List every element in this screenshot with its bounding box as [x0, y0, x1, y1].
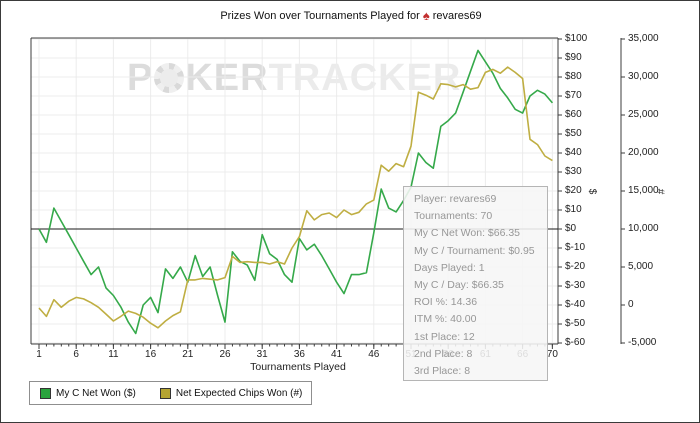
dollar-axis-title: $ — [586, 188, 598, 195]
legend: My C Net Won ($) Net Expected Chips Won … — [29, 381, 312, 405]
watermark-tracker: TRACKER — [268, 57, 462, 99]
chart-title-text: Prizes Won over Tournaments Played for — [220, 10, 420, 22]
tooltip-line: ITM %: 40.00 — [414, 313, 477, 326]
legend-item-expected-chips[interactable]: Net Expected Chips Won (#) — [159, 387, 303, 399]
net-won-swatch — [40, 387, 51, 399]
chart-title: Prizes Won over Tournaments Played for ♠ r… — [1, 8, 699, 23]
poker-chip-icon — [154, 63, 185, 93]
watermark-poker-ker: KER — [185, 57, 269, 99]
tooltip-line: Tournaments: 70 — [414, 210, 493, 223]
player-name: revares69 — [432, 10, 482, 22]
tooltip-line: ROI %: 14.36 — [414, 296, 478, 309]
tooltip-line: 3rd Place: 8 — [414, 365, 471, 378]
tooltip-line: Days Played: 1 — [414, 261, 485, 274]
expected-chips-swatch — [159, 387, 171, 399]
expected-chips-line[interactable] — [38, 66, 553, 329]
pokertracker-spade-icon: ♠ — [422, 8, 430, 23]
tooltip-line: My C / Day: $66.35 — [414, 279, 504, 292]
watermark-poker-p: P — [127, 57, 154, 99]
tooltip-line: 1st Place: 12 — [414, 330, 475, 343]
tooltip-line: My C / Tournament: $0.95 — [414, 244, 535, 257]
x-axis-title: Tournaments Played — [250, 361, 346, 373]
tooltip-line: 2nd Place: 8 — [414, 347, 473, 360]
stats-tooltip: Player: revares69 Tournaments: 70 My C Net… — [403, 186, 548, 381]
tooltip-line: My C Net Won: $66.35 — [414, 227, 521, 240]
chips-axis-title: # — [654, 188, 666, 195]
legend-item-net-won[interactable]: My C Net Won ($) — [40, 387, 136, 399]
legend-label-expected-chips: Net Expected Chips Won (#) — [175, 387, 303, 399]
legend-label-net-won: My C Net Won ($) — [56, 387, 136, 399]
pokertracker-watermark: P KERTRACKER — [127, 57, 461, 100]
tooltip-line: Player: revares69 — [414, 193, 497, 205]
